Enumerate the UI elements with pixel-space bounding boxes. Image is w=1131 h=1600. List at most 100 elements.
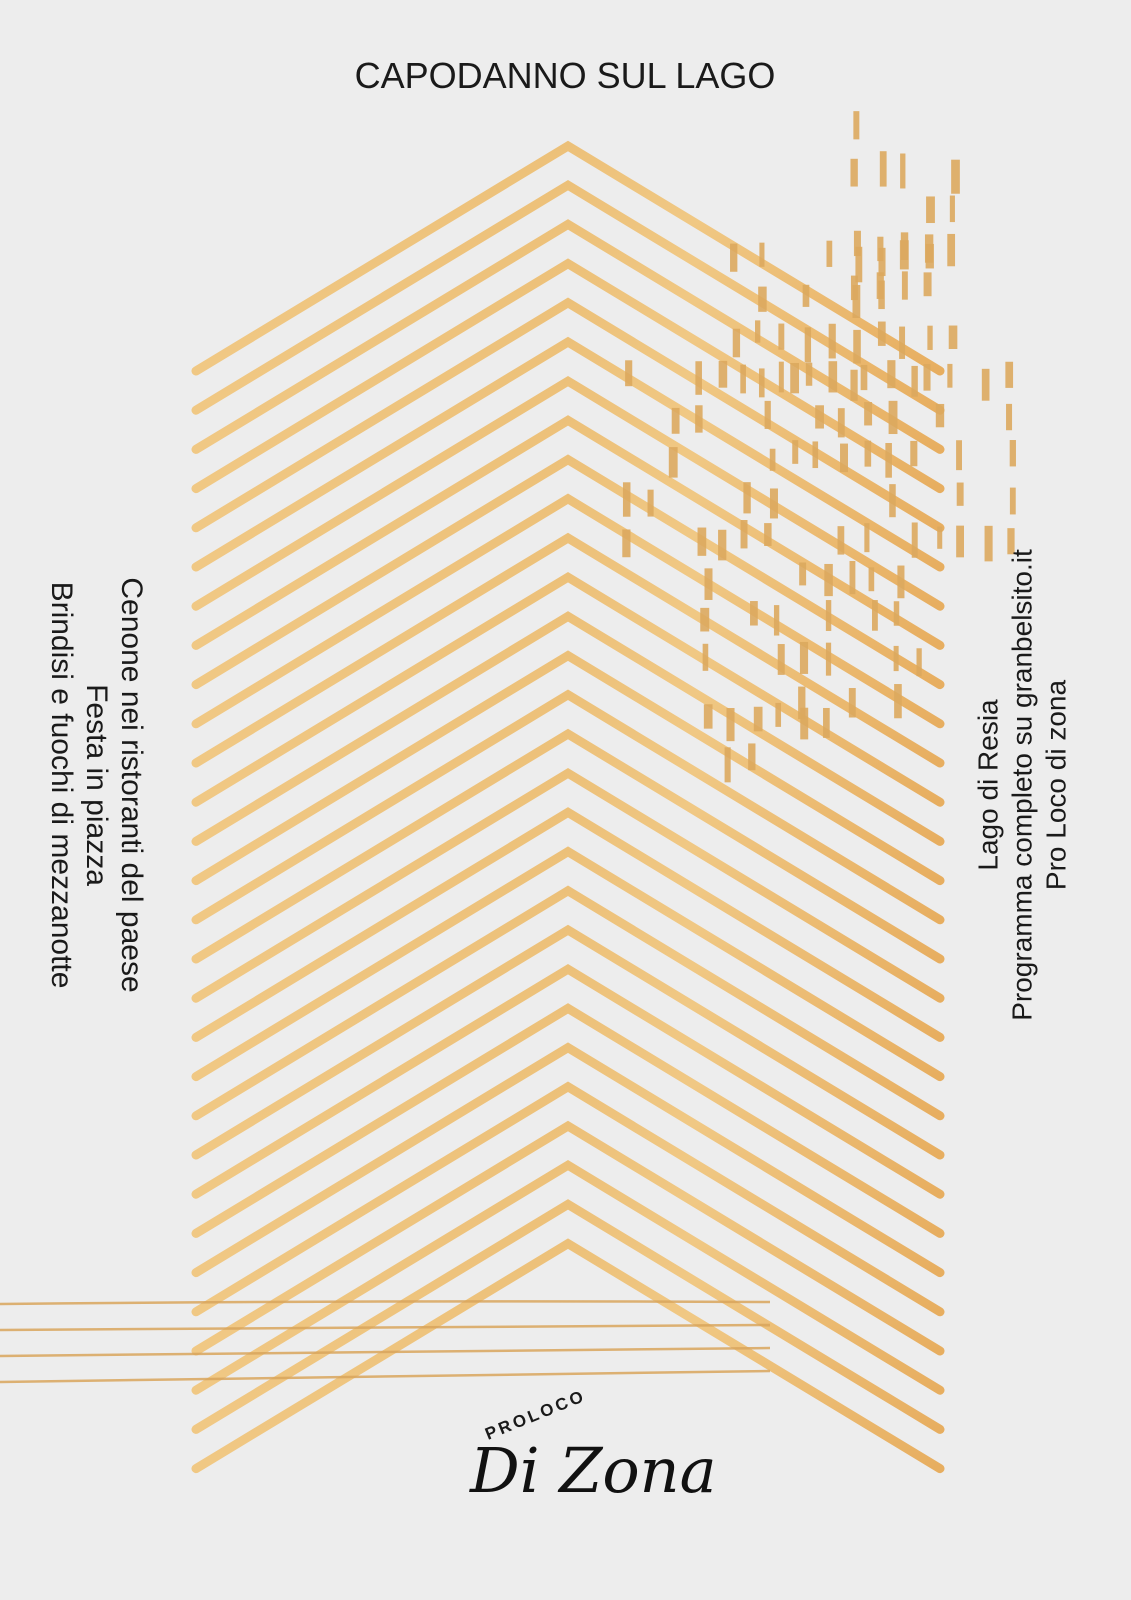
dash xyxy=(800,707,809,740)
dash xyxy=(622,529,631,558)
dash xyxy=(888,400,898,435)
brush-line xyxy=(0,1300,771,1306)
right-line: Programma completo su granbelsito.it xyxy=(1006,549,1037,1021)
title: CAPODANNO SUL LAGO xyxy=(355,55,776,96)
dash xyxy=(828,361,838,393)
dash xyxy=(852,284,861,318)
dash xyxy=(764,400,771,429)
dash xyxy=(799,641,809,674)
dash xyxy=(937,526,943,549)
dash xyxy=(911,522,918,558)
dash xyxy=(949,195,955,223)
dash xyxy=(790,362,800,394)
dash xyxy=(824,563,833,597)
chevron xyxy=(191,415,945,650)
dash xyxy=(799,562,807,586)
dash xyxy=(927,325,933,350)
dash-pattern xyxy=(622,111,1016,783)
dash xyxy=(899,326,906,359)
dash xyxy=(889,484,896,518)
chevron xyxy=(191,140,945,376)
brush-line xyxy=(0,1346,771,1358)
dash xyxy=(778,361,784,393)
dash xyxy=(877,321,886,346)
brush-line xyxy=(0,1323,771,1332)
dash xyxy=(730,243,738,272)
dash xyxy=(926,196,935,224)
dash xyxy=(855,246,863,283)
chevron xyxy=(191,650,945,886)
dash xyxy=(887,360,896,389)
chevron xyxy=(191,963,945,1199)
chevron xyxy=(191,728,945,964)
chevron xyxy=(191,611,945,846)
logo-name: Di Zona xyxy=(469,1434,717,1507)
dash xyxy=(864,523,870,553)
dash xyxy=(798,686,806,720)
dash xyxy=(828,323,836,359)
dash xyxy=(671,407,680,434)
dash xyxy=(837,526,845,555)
dash xyxy=(718,529,727,561)
dash xyxy=(864,440,872,467)
chevron xyxy=(191,219,945,454)
dash xyxy=(1006,403,1013,431)
dash xyxy=(775,702,782,727)
dash xyxy=(868,567,875,592)
dash xyxy=(923,272,932,297)
dash xyxy=(849,560,856,595)
dash xyxy=(695,361,702,395)
dash xyxy=(935,403,945,428)
dash xyxy=(885,443,892,478)
dash xyxy=(878,280,885,310)
dash xyxy=(872,600,878,631)
left-line: Festa in piazza xyxy=(80,684,113,886)
dash xyxy=(743,482,751,514)
right-line: Lago di Resia xyxy=(972,699,1003,871)
dash xyxy=(956,482,964,506)
dash xyxy=(878,247,886,277)
dash xyxy=(792,440,799,464)
dash xyxy=(703,704,713,729)
dash xyxy=(769,448,776,471)
dash xyxy=(764,523,772,546)
chevron xyxy=(191,846,945,1082)
dash xyxy=(1007,528,1015,555)
dash xyxy=(1009,487,1016,515)
dash xyxy=(805,362,813,386)
dash xyxy=(695,405,703,433)
dash xyxy=(900,153,906,189)
chevron xyxy=(191,1042,945,1278)
dash xyxy=(758,286,767,312)
dash xyxy=(732,328,741,358)
brush-strokes xyxy=(0,1300,771,1384)
chevron xyxy=(191,532,945,768)
chevron-pattern xyxy=(191,140,945,1474)
right-text: Lago di Resia Programma completo su gran… xyxy=(972,549,1071,1021)
dash xyxy=(894,684,902,719)
dash xyxy=(984,525,993,562)
chevron xyxy=(191,924,945,1160)
chevron xyxy=(191,1003,945,1238)
dash xyxy=(837,408,845,438)
chevron xyxy=(191,336,945,572)
dash xyxy=(740,520,748,549)
dash xyxy=(899,240,909,270)
dash xyxy=(850,158,858,187)
dash xyxy=(724,747,731,783)
dash xyxy=(647,489,654,517)
left-line: Brindisi e fuochi di mezzanotte xyxy=(45,582,78,989)
dash xyxy=(748,743,756,771)
dash xyxy=(753,706,763,732)
dash xyxy=(893,601,900,626)
dash xyxy=(700,607,710,632)
dash xyxy=(956,525,964,558)
chevron xyxy=(191,885,945,1121)
dash xyxy=(812,441,819,469)
dash xyxy=(860,364,868,391)
dash xyxy=(668,447,678,478)
dash xyxy=(759,242,765,267)
dash xyxy=(850,369,858,401)
chevron xyxy=(191,1238,945,1474)
dash xyxy=(947,233,956,267)
